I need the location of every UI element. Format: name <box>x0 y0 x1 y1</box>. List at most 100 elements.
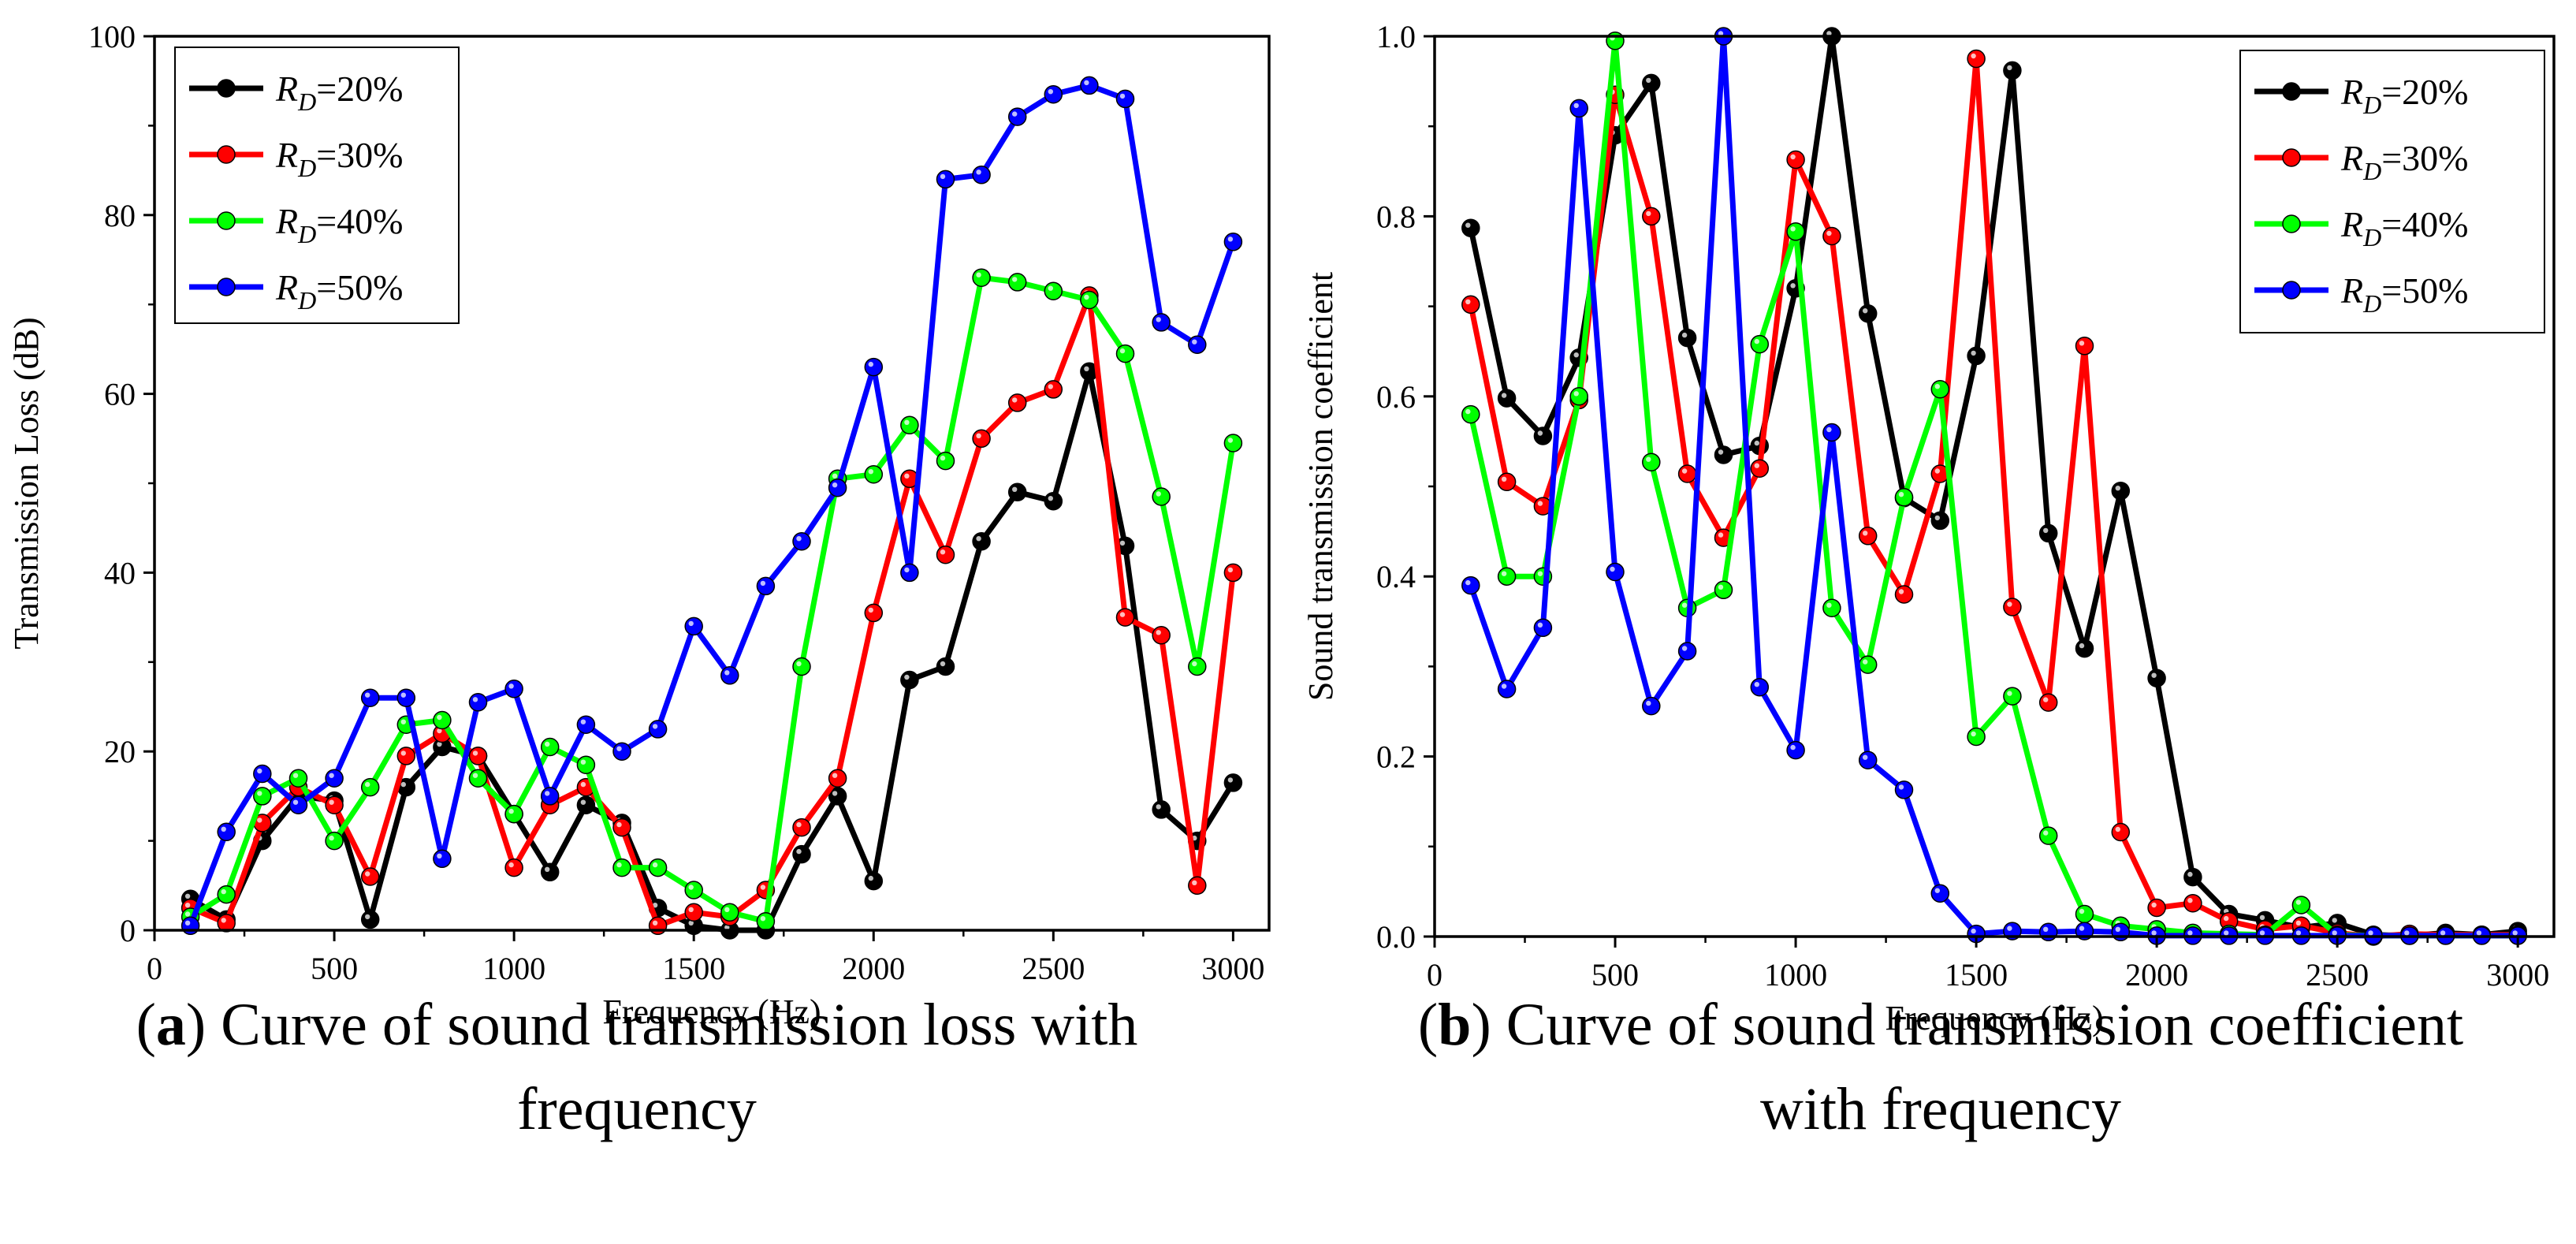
point-highlight <box>1537 501 1543 506</box>
data-point <box>1007 107 1027 126</box>
data-point <box>792 818 811 837</box>
point-highlight <box>184 903 191 908</box>
series-2 <box>181 268 1243 931</box>
legend-entry: RD=40% <box>2254 204 2468 251</box>
y-axis-label: Sound transmission coefficient <box>1301 272 1340 701</box>
data-point <box>540 787 560 806</box>
point-highlight <box>292 799 299 805</box>
point-highlight <box>1826 426 1832 433</box>
point-highlight <box>1573 102 1579 109</box>
data-point <box>1894 585 1914 604</box>
point-highlight <box>292 773 299 778</box>
point-highlight <box>545 866 550 873</box>
point-highlight <box>257 818 262 823</box>
point-highlight <box>1681 646 1688 651</box>
point-highlight <box>1084 80 1089 86</box>
point-highlight <box>940 173 946 180</box>
point-highlight <box>1156 804 1161 810</box>
point-highlight <box>832 791 838 796</box>
data-point <box>1152 626 1171 645</box>
point-highlight <box>1119 612 1126 617</box>
data-point <box>360 867 380 886</box>
point-highlight <box>257 791 262 796</box>
x-tick-label: 1500 <box>662 951 725 986</box>
point-highlight <box>2476 930 2482 936</box>
point-highlight <box>472 773 478 778</box>
legend-label: RD=50% <box>2340 270 2468 318</box>
point-highlight <box>1790 226 1796 232</box>
point-highlight <box>1934 384 1940 389</box>
x-tick-label: 3000 <box>2486 957 2549 993</box>
caption-line-1: (a) Curve of sound transmission loss wit… <box>136 992 1138 1058</box>
point-highlight <box>2187 898 2193 903</box>
data-point <box>504 858 523 877</box>
point-highlight <box>1863 659 1868 665</box>
data-point <box>792 844 811 864</box>
data-point <box>1786 150 1805 169</box>
point-highlight <box>868 875 874 881</box>
point-highlight <box>688 620 694 627</box>
point-highlight <box>652 903 658 908</box>
y-tick-label: 60 <box>104 377 136 412</box>
point-highlight <box>796 848 802 855</box>
point-highlight <box>1012 486 1018 492</box>
point-highlight <box>796 661 802 667</box>
data-point <box>1115 89 1135 109</box>
point-highlight <box>1156 630 1161 635</box>
point-highlight <box>1826 602 1832 608</box>
point-highlight <box>1681 468 1688 474</box>
data-point <box>325 769 344 788</box>
data-point <box>1188 876 1207 896</box>
point-highlight <box>2115 486 2120 491</box>
point-highlight <box>1934 888 1940 893</box>
point-highlight <box>2115 926 2120 933</box>
point-highlight <box>1537 622 1543 628</box>
point-highlight <box>1718 532 1724 538</box>
point-highlight <box>976 169 981 175</box>
point-highlight <box>1898 784 1904 790</box>
point-highlight <box>365 781 370 788</box>
data-point <box>2038 693 2058 712</box>
data-point <box>1642 696 1661 716</box>
x-tick-label: 2000 <box>842 951 905 986</box>
point-highlight <box>1863 308 1868 314</box>
data-point <box>828 769 847 788</box>
data-point <box>1223 773 1243 792</box>
data-point <box>648 916 668 936</box>
data-point <box>1858 527 1878 546</box>
point-highlight <box>472 697 478 702</box>
point-highlight <box>1227 438 1234 443</box>
point-highlight <box>976 433 981 438</box>
x-tick-label: 3000 <box>1201 951 1264 986</box>
point-highlight <box>1465 222 1471 228</box>
point-highlight <box>1754 463 1759 468</box>
point-highlight <box>2368 930 2373 936</box>
point-highlight <box>724 907 730 913</box>
point-highlight <box>940 549 946 555</box>
point-highlight <box>580 799 586 805</box>
legend-label: RD=30% <box>275 135 403 182</box>
data-point <box>288 769 308 788</box>
data-point <box>2147 669 2166 687</box>
point-highlight <box>184 920 191 926</box>
point-highlight <box>2259 930 2265 936</box>
point-highlight <box>2079 926 2085 931</box>
point-highlight <box>508 862 514 868</box>
point-highlight <box>688 920 694 926</box>
data-point <box>2038 523 2058 543</box>
point-highlight <box>1971 731 1976 737</box>
point-highlight <box>652 724 658 729</box>
data-point <box>972 429 991 449</box>
point-highlight <box>1646 210 1651 217</box>
data-point <box>1714 445 1733 464</box>
x-tick-label: 2500 <box>2306 957 2369 993</box>
point-highlight <box>1971 53 1976 59</box>
point-highlight <box>400 750 406 756</box>
data-point <box>972 531 991 551</box>
point-highlight <box>1192 661 1197 667</box>
point-highlight <box>1048 496 1054 501</box>
data-point <box>1007 273 1027 292</box>
point-highlight <box>1754 338 1759 345</box>
point-highlight <box>580 781 586 788</box>
point-highlight <box>1156 317 1161 322</box>
